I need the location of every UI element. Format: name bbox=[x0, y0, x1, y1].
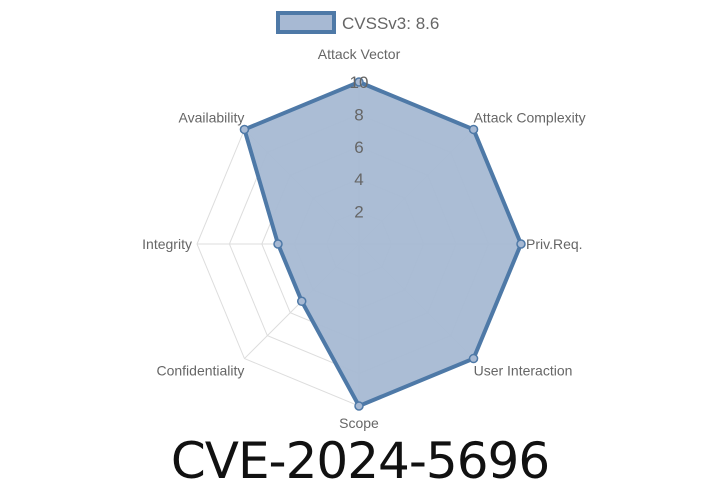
page-title: CVE-2024-5696 bbox=[170, 432, 550, 490]
data-point bbox=[296, 296, 307, 307]
axis-label: Priv.Req. bbox=[526, 236, 583, 252]
tick-label: 6 bbox=[354, 138, 363, 157]
data-point bbox=[273, 239, 283, 249]
data-point bbox=[354, 77, 364, 87]
data-point bbox=[468, 353, 479, 364]
axis-label: Integrity bbox=[142, 236, 192, 252]
legend-label: CVSSv3: 8.6 bbox=[342, 14, 439, 33]
tick-label: 2 bbox=[354, 203, 363, 222]
axis-label: Scope bbox=[339, 415, 379, 431]
data-point bbox=[354, 401, 364, 411]
data-point bbox=[239, 124, 250, 135]
axis-label: Confidentiality bbox=[156, 363, 244, 379]
tick-label: 8 bbox=[354, 105, 363, 124]
legend-swatch bbox=[276, 11, 336, 34]
axis-label: Attack Complexity bbox=[474, 109, 586, 125]
axis-label: Availability bbox=[179, 109, 245, 125]
tick-label: 10 bbox=[350, 73, 369, 92]
axis-label: User Interaction bbox=[474, 363, 573, 379]
data-point bbox=[468, 124, 479, 135]
data-point bbox=[516, 239, 526, 249]
axis-label: Attack Vector bbox=[318, 46, 401, 62]
series-area bbox=[242, 79, 524, 409]
tick-label: 4 bbox=[354, 170, 363, 189]
